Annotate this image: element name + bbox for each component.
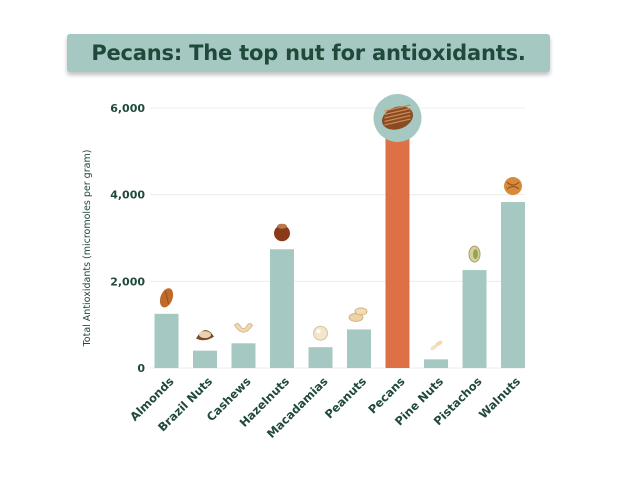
walnut-icon: [504, 177, 522, 196]
bar-pine-nuts: [424, 359, 448, 368]
bar-brazil-nuts: [193, 350, 217, 368]
y-axis-title: Total Antioxidants (micromoles per gram): [82, 150, 93, 348]
title-banner: Pecans: The top nut for antioxidants.: [67, 34, 550, 72]
nut-icons: [159, 94, 522, 350]
pine-nut-icon: [430, 340, 443, 350]
brazil-nut-icon: [196, 330, 214, 341]
macadamia-icon: [313, 325, 328, 341]
y-tick-label: 4,000: [110, 189, 145, 202]
y-tick-label: 6,000: [110, 102, 145, 115]
bar-cashews: [231, 343, 256, 368]
x-tick-label: Walnuts: [476, 374, 523, 421]
hazelnut-icon: [274, 223, 290, 242]
peanut-icon: [348, 307, 368, 322]
y-tick-label: 0: [137, 362, 145, 375]
bars: [154, 134, 525, 368]
bar-pistachos: [462, 270, 487, 368]
cashew-icon: [234, 323, 253, 333]
bar-hazelnuts: [270, 249, 294, 368]
chart-title: Pecans: The top nut for antioxidants.: [91, 41, 526, 65]
bar-almonds: [154, 313, 179, 368]
bar-walnuts: [501, 202, 525, 368]
almond-icon: [159, 288, 174, 308]
y-axis-ticks: 0 2,000 4,000 6,000: [110, 102, 145, 375]
bar-macadamias: [308, 347, 333, 368]
x-tick-label: Peanuts: [322, 374, 369, 421]
bar-pecans: [385, 134, 410, 368]
pecan-icon: [373, 94, 422, 142]
pistachio-icon: [468, 245, 481, 263]
y-tick-label: 2,000: [110, 275, 145, 288]
bar-peanuts: [347, 329, 371, 368]
